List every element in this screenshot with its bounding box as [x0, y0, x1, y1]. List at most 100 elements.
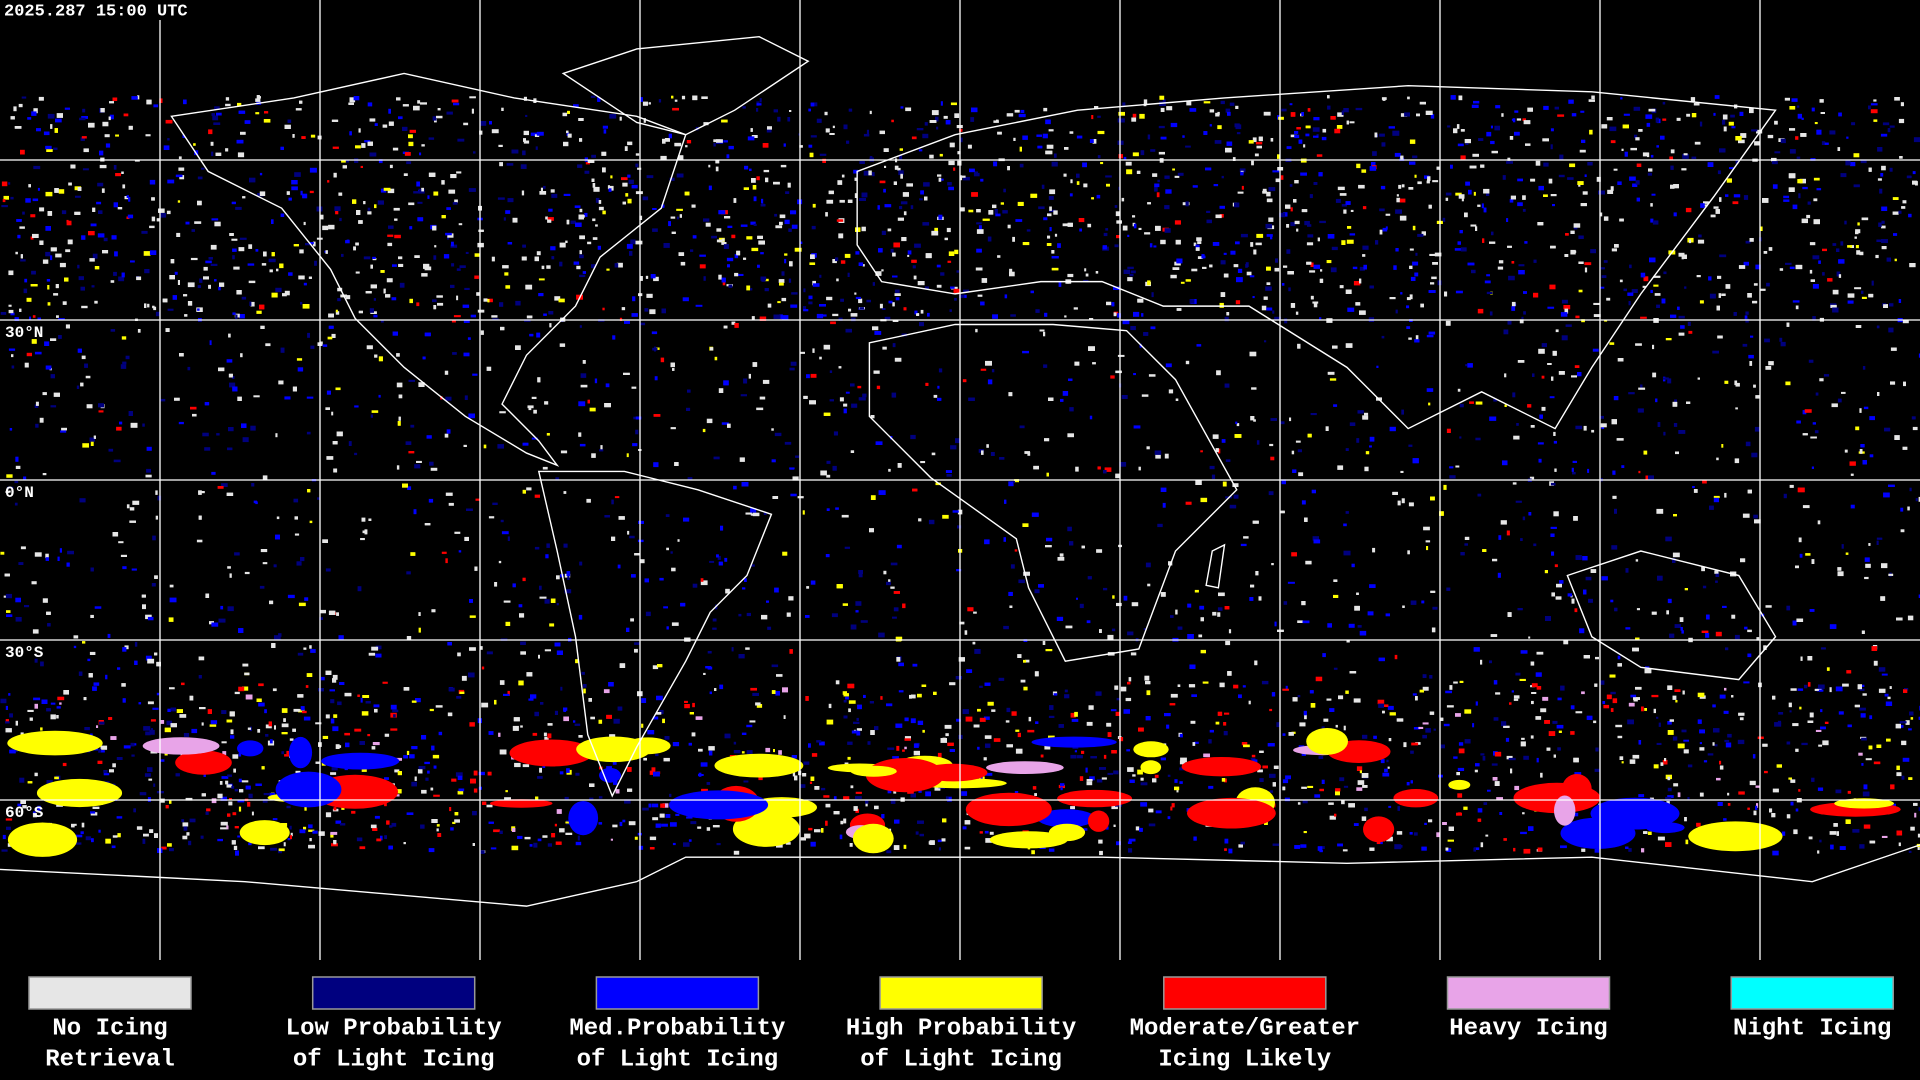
icing-pixel — [1509, 702, 1512, 705]
icing-pixel — [712, 825, 720, 828]
icing-pixel — [749, 720, 756, 723]
icing-pixel — [462, 304, 470, 308]
icing-pixel — [1714, 95, 1720, 99]
icing-pixel — [1902, 200, 1907, 204]
icing-pixel — [1689, 239, 1692, 244]
icing-pixel — [113, 459, 121, 463]
icing-pixel — [1294, 220, 1300, 225]
icing-pixel — [990, 452, 995, 456]
icing-pixel — [1822, 272, 1825, 276]
icing-pixel — [1364, 466, 1369, 472]
icing-pixel — [639, 215, 643, 220]
icing-pixel — [408, 202, 415, 206]
icing-pixel — [1749, 780, 1756, 786]
icing-pixel — [1609, 674, 1616, 678]
icing-pixel — [1325, 426, 1329, 431]
icing-pixel — [1493, 717, 1499, 721]
icing-pixel — [139, 792, 147, 796]
icing-pixel — [774, 432, 782, 437]
icing-pixel — [1790, 801, 1794, 806]
icing-pixel — [181, 819, 185, 823]
icing-pixel — [551, 193, 558, 198]
icing-pixel — [1215, 214, 1222, 219]
icing-pixel — [1011, 711, 1017, 716]
icing-pixel — [89, 437, 95, 442]
icing-pixel — [468, 413, 475, 419]
icing-pixel — [1162, 98, 1166, 102]
icing-pixel — [169, 584, 174, 588]
icing-pixel — [395, 757, 402, 761]
icing-pixel — [416, 302, 420, 307]
icing-pixel — [1853, 153, 1860, 158]
icing-pixel — [1335, 724, 1338, 728]
icing-pixel — [894, 293, 901, 296]
icing-pixel — [1189, 664, 1196, 669]
icing-pixel — [1686, 113, 1691, 117]
icing-pixel — [1560, 845, 1567, 849]
icing-pixel — [1152, 778, 1157, 783]
icing-pixel — [604, 515, 610, 518]
icing-pixel — [1797, 179, 1803, 184]
icing-pixel — [370, 414, 373, 418]
icing-pixel — [1216, 370, 1221, 376]
icing-pixel — [62, 762, 67, 767]
icing-pixel — [772, 496, 779, 499]
icing-pixel — [133, 743, 137, 746]
icing-pixel — [1158, 151, 1165, 155]
icing-pixel — [546, 543, 550, 548]
icing-pixel — [1250, 416, 1255, 421]
icing-pixel — [1683, 153, 1688, 156]
icing-pixel — [933, 394, 938, 398]
icing-pixel — [683, 842, 690, 847]
icing-pixel — [660, 155, 667, 161]
icing-pixel — [434, 245, 437, 248]
icing-pixel — [1863, 784, 1868, 790]
icing-pixel — [1742, 343, 1748, 347]
icing-pixel — [708, 746, 715, 751]
icing-pixel — [1532, 373, 1535, 377]
icing-pixel — [109, 114, 114, 120]
icing-pixel — [1472, 723, 1475, 728]
icing-pixel — [1352, 266, 1358, 270]
icing-pixel — [1890, 347, 1897, 351]
icing-pixel — [424, 761, 430, 765]
icing-pixel — [1738, 791, 1745, 795]
icing-pixel — [1381, 142, 1386, 147]
icing-pixel — [896, 745, 900, 751]
icing-pixel — [300, 301, 303, 305]
icing-pixel — [833, 431, 838, 436]
icing-pixel — [1341, 240, 1346, 245]
icing-pixel — [1707, 753, 1714, 756]
icing-pixel — [214, 106, 220, 110]
icing-pixel — [1667, 378, 1672, 384]
icing-pixel — [201, 167, 205, 170]
icing-pixel — [431, 609, 436, 613]
icing-pixel — [1747, 653, 1752, 658]
icing-pixel — [1057, 557, 1065, 561]
icing-pixel — [1762, 198, 1769, 203]
icing-pixel — [1107, 634, 1114, 640]
icing-pixel — [1277, 154, 1281, 159]
icing-pixel — [1603, 260, 1608, 263]
icing-pixel — [1610, 691, 1616, 695]
icing-pixel — [14, 502, 18, 506]
icing-pixel — [1038, 206, 1045, 210]
icing-pixel — [1507, 157, 1511, 161]
icing-pixel — [293, 708, 300, 712]
icing-pixel — [1031, 850, 1035, 855]
icing-pixel — [327, 180, 330, 183]
icing-pixel — [835, 257, 839, 262]
icing-pixel — [1252, 137, 1257, 143]
icing-pixel — [407, 486, 412, 490]
icing-pixel — [102, 121, 109, 127]
icing-pixel — [11, 354, 14, 358]
icing-pixel — [959, 621, 965, 625]
icing-pixel — [415, 698, 421, 703]
icing-pixel — [1712, 704, 1716, 708]
icing-pixel — [1657, 836, 1665, 841]
icing-pixel — [99, 721, 105, 725]
icing-pixel — [1617, 655, 1621, 660]
icing-pixel — [1028, 716, 1032, 722]
icing-pixel — [1186, 101, 1192, 106]
icing-pixel — [1309, 270, 1316, 273]
